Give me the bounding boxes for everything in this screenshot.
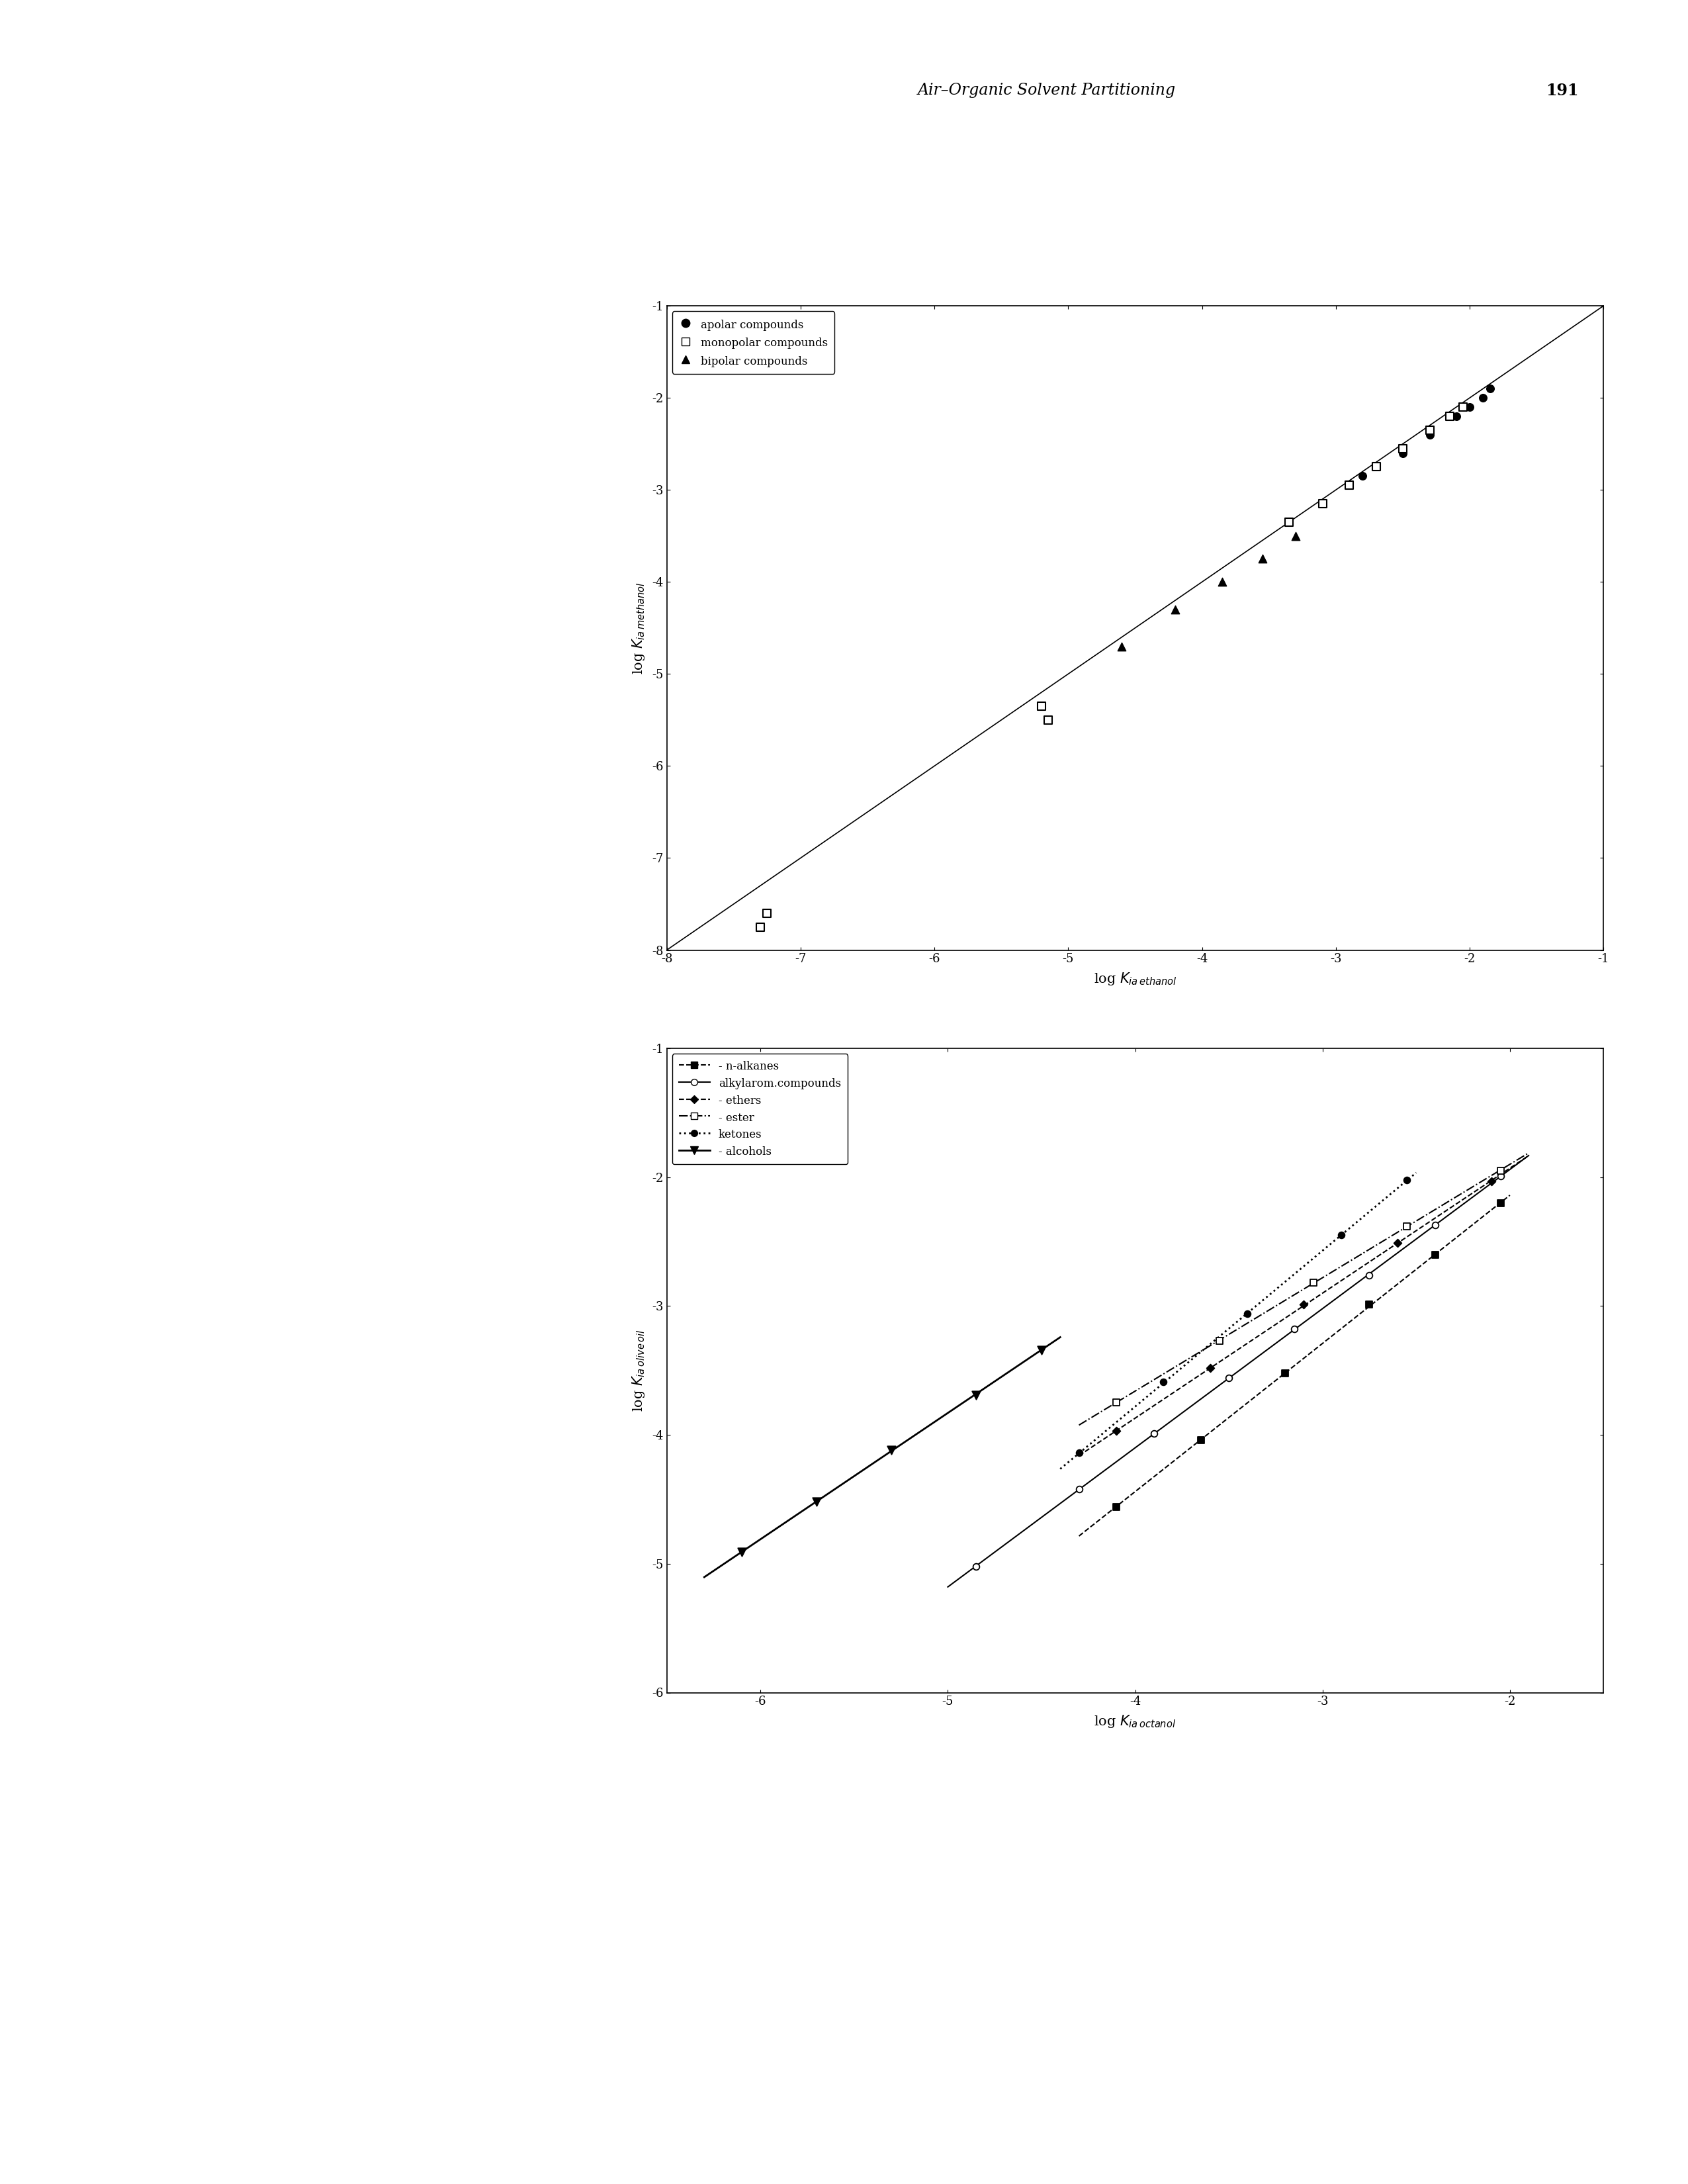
Point	[1205, 1324, 1232, 1358]
Point	[1487, 1158, 1514, 1192]
Text: Air–Organic Solvent Partitioning: Air–Organic Solvent Partitioning	[918, 83, 1175, 98]
Point	[1335, 467, 1362, 502]
Point	[1249, 542, 1276, 577]
Point	[746, 909, 773, 943]
Point	[1389, 435, 1416, 470]
Point	[1215, 1361, 1242, 1396]
Text: 191: 191	[1546, 83, 1578, 98]
Point	[1161, 592, 1188, 627]
Point	[962, 1548, 989, 1583]
Point	[1197, 1350, 1224, 1385]
X-axis label: log $K_{ia\,ethanol}$: log $K_{ia\,ethanol}$	[1094, 970, 1177, 987]
Point	[1384, 1225, 1411, 1260]
Point	[1416, 413, 1443, 448]
Point	[1477, 1164, 1504, 1199]
Point	[1102, 1413, 1129, 1448]
Point	[1393, 1208, 1420, 1243]
Point	[1300, 1265, 1327, 1299]
Point	[1310, 487, 1337, 522]
Point	[1393, 1162, 1420, 1197]
Point	[1457, 389, 1484, 424]
Point	[1102, 1489, 1129, 1524]
Point	[1310, 487, 1337, 522]
Point	[1283, 518, 1310, 553]
Point	[1389, 430, 1416, 465]
X-axis label: log $K_{ia\,octanol}$: log $K_{ia\,octanol}$	[1094, 1712, 1177, 1730]
Point	[1150, 1365, 1177, 1400]
Point	[1487, 1153, 1514, 1188]
Point	[1290, 1286, 1317, 1321]
Point	[1421, 1208, 1448, 1243]
Point	[1436, 400, 1463, 435]
Point	[728, 1535, 755, 1570]
Point	[1109, 629, 1136, 664]
Y-axis label: log $K_{ia\,methanol}$: log $K_{ia\,methanol}$	[631, 581, 647, 675]
Point	[1141, 1415, 1168, 1450]
Point	[1028, 688, 1055, 723]
Point	[1349, 459, 1376, 494]
Point	[1065, 1435, 1092, 1470]
Point	[1421, 1236, 1448, 1271]
Point	[962, 1378, 989, 1413]
Point	[1362, 450, 1389, 485]
Point	[1355, 1286, 1382, 1321]
Point	[1487, 1186, 1514, 1221]
Point	[1234, 1297, 1261, 1332]
Point	[803, 1485, 830, 1520]
Point	[1450, 389, 1477, 424]
Point	[1470, 380, 1497, 415]
Point	[1271, 1356, 1298, 1391]
Point	[1102, 1385, 1129, 1420]
Point	[1355, 1258, 1382, 1293]
Point	[878, 1433, 905, 1468]
Point	[1035, 703, 1062, 738]
Y-axis label: log $K_{ia\,olive\,oil}$: log $K_{ia\,olive\,oil}$	[631, 1330, 647, 1411]
Point	[1328, 1219, 1355, 1254]
Point	[753, 895, 780, 930]
Legend: - n-alkanes, alkylarom.compounds, - ethers, - ester, ketones, - alcohols: - n-alkanes, alkylarom.compounds, - ethe…	[672, 1055, 847, 1164]
Point	[1209, 563, 1236, 598]
Point	[1416, 417, 1443, 452]
Point	[1187, 1422, 1214, 1457]
Point	[1477, 371, 1504, 406]
Point	[1065, 1472, 1092, 1507]
Point	[1028, 1332, 1055, 1367]
Point	[1276, 505, 1303, 539]
Point	[1443, 400, 1470, 435]
Point	[1281, 1313, 1308, 1348]
Legend: apolar compounds, monopolar compounds, bipolar compounds: apolar compounds, monopolar compounds, b…	[672, 312, 834, 373]
